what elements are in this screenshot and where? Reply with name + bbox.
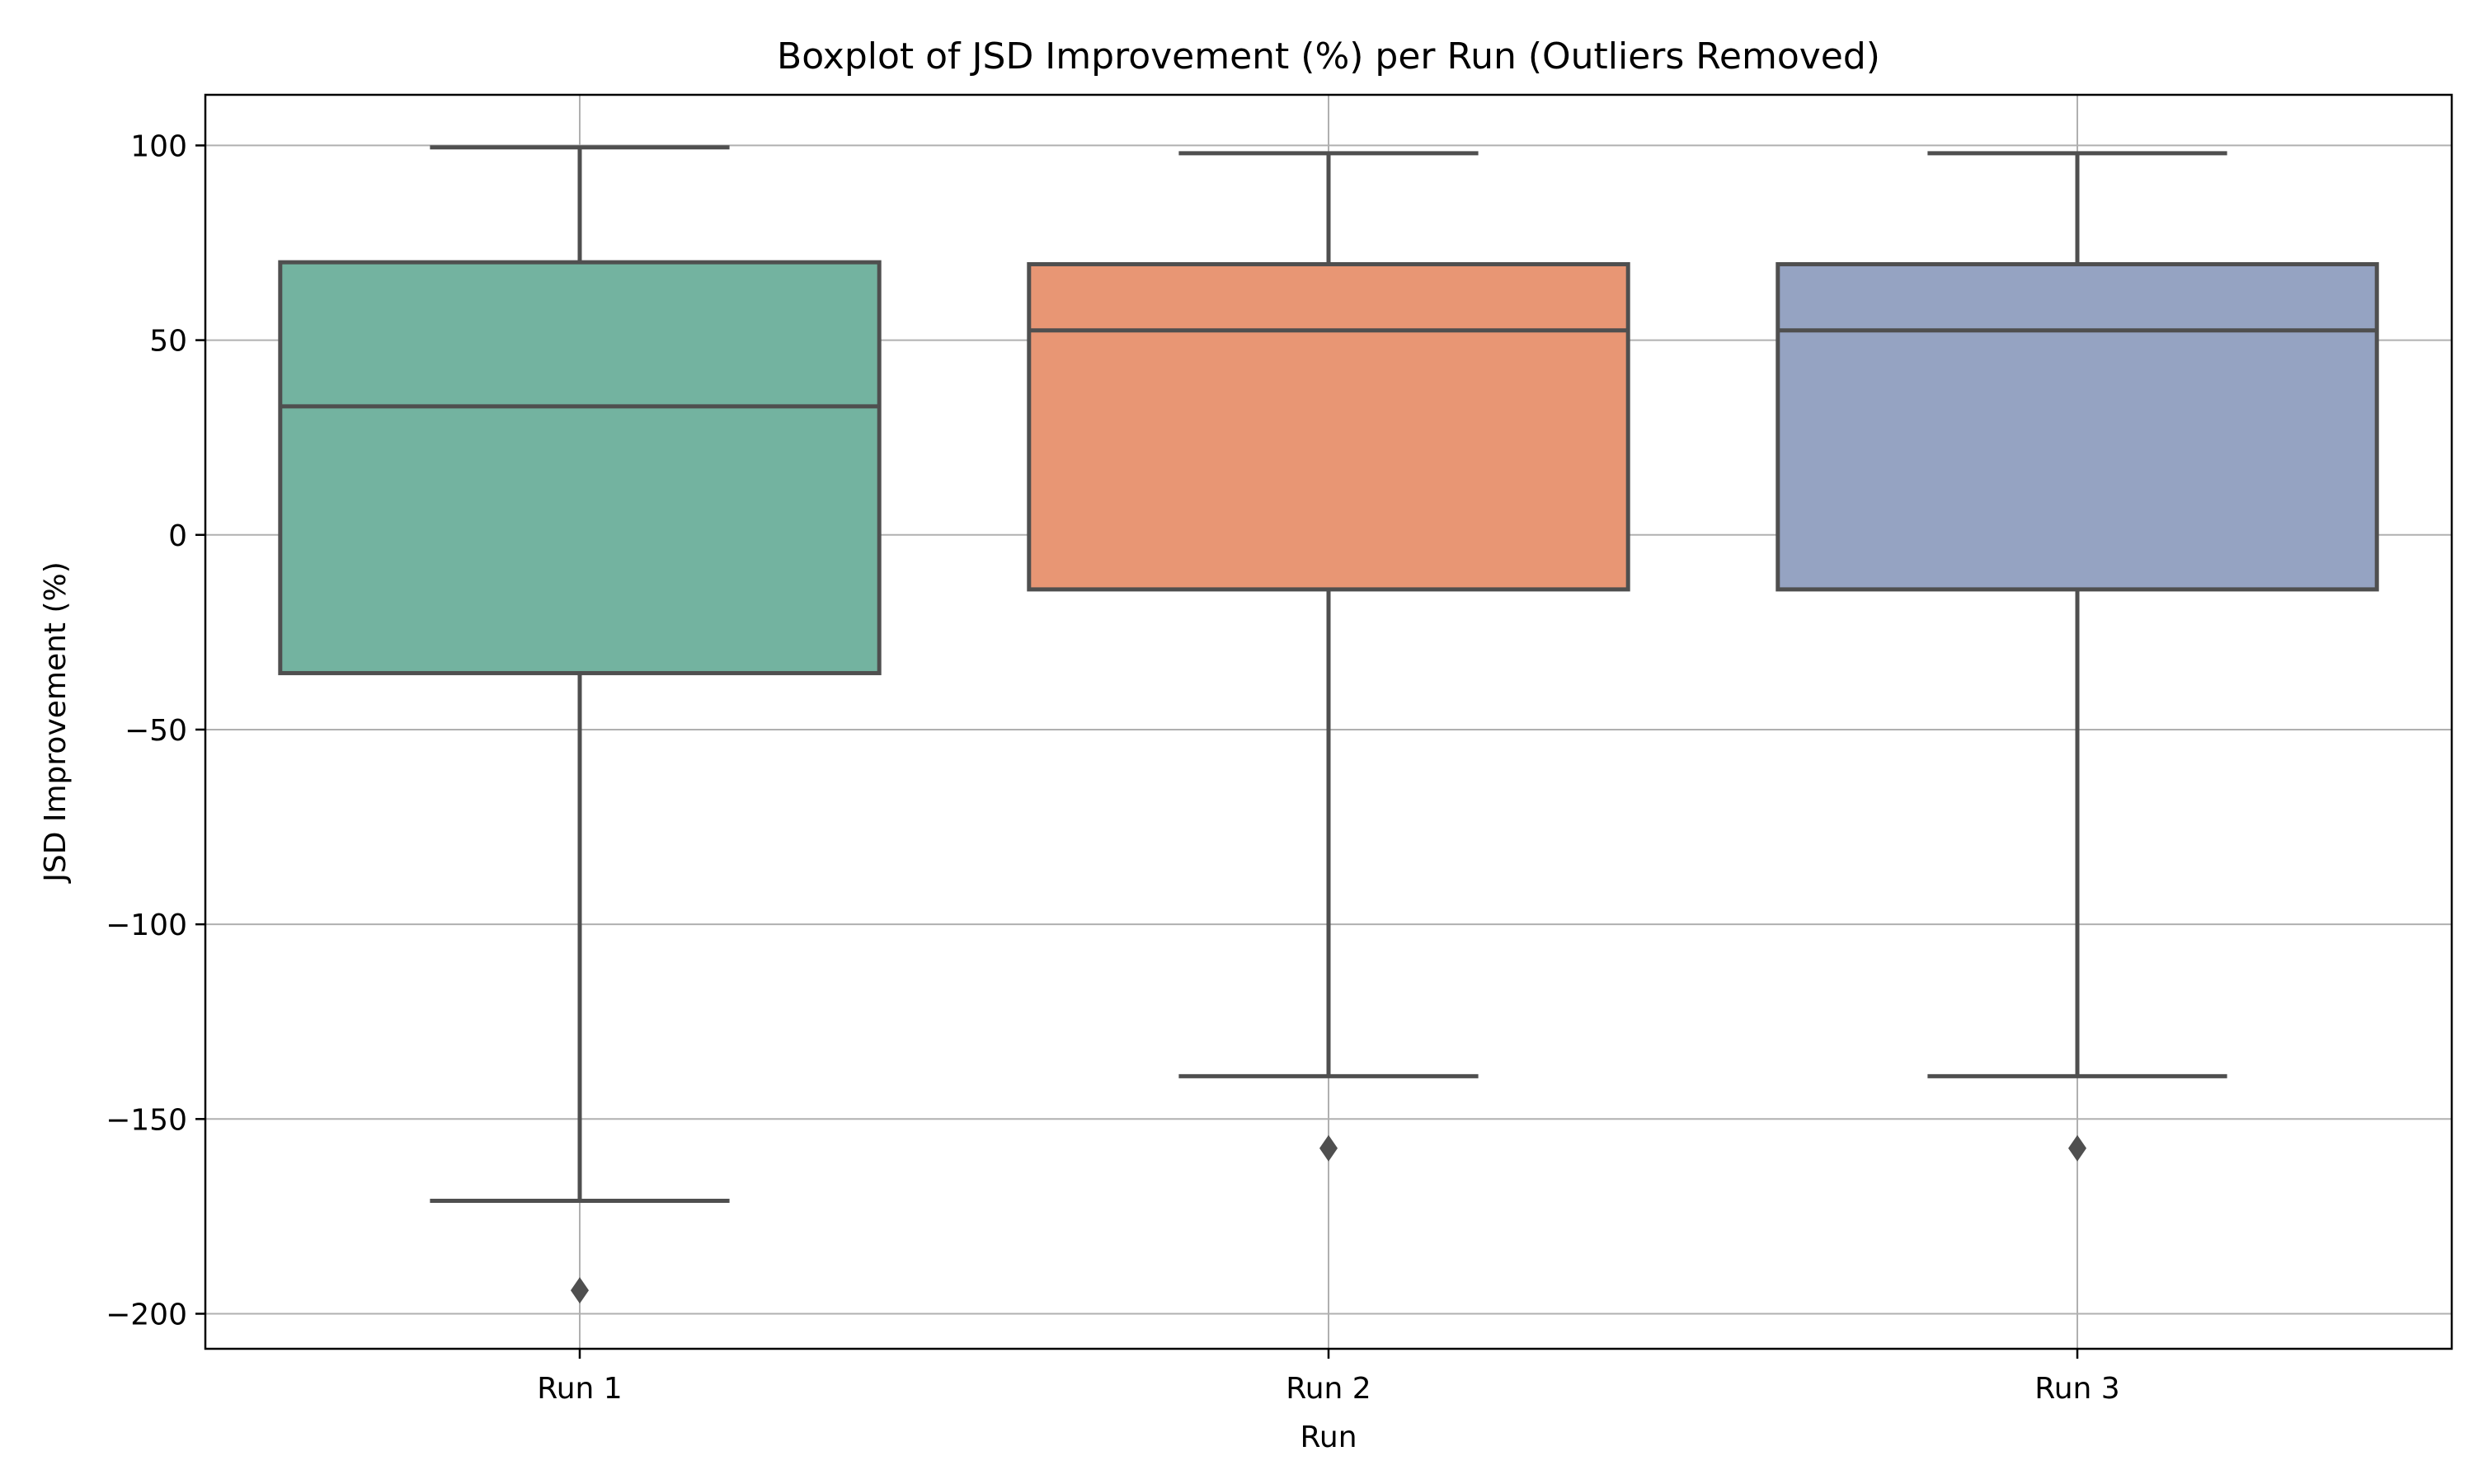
y-tick-label: 50 bbox=[149, 325, 187, 359]
outlier-point bbox=[571, 1277, 589, 1304]
iqr-box bbox=[1027, 261, 1630, 592]
x-tick-label: Run 1 bbox=[537, 1372, 622, 1406]
x-tick-label: Run 2 bbox=[1286, 1372, 1371, 1406]
y-tick-label: −50 bbox=[125, 714, 187, 748]
y-tick-label: 100 bbox=[130, 129, 187, 163]
outlier-point bbox=[2068, 1134, 2086, 1162]
box-3 bbox=[1776, 151, 2379, 1162]
y-tick-label: −150 bbox=[106, 1103, 187, 1137]
box-group bbox=[278, 145, 2379, 1304]
y-tick-label: 0 bbox=[168, 519, 187, 553]
x-tick-label: Run 3 bbox=[2034, 1372, 2119, 1406]
y-tick-label: −100 bbox=[106, 909, 187, 942]
y-axis-label: JSD Improvement (%) bbox=[39, 561, 73, 884]
y-tick-label: −200 bbox=[106, 1298, 187, 1331]
iqr-box bbox=[1776, 261, 2379, 592]
chart-title: Boxplot of JSD Improvement (%) per Run (… bbox=[777, 35, 1880, 77]
iqr-box bbox=[278, 260, 882, 675]
box-2 bbox=[1027, 151, 1630, 1162]
x-axis-label: Run bbox=[1300, 1421, 1357, 1454]
outlier-point bbox=[1319, 1134, 1338, 1162]
axis-ticks: 100 50 0 −50 −100 −150 −200 Run 1 Run 2 Run 3 bbox=[106, 129, 2120, 1406]
box-1 bbox=[278, 145, 882, 1304]
